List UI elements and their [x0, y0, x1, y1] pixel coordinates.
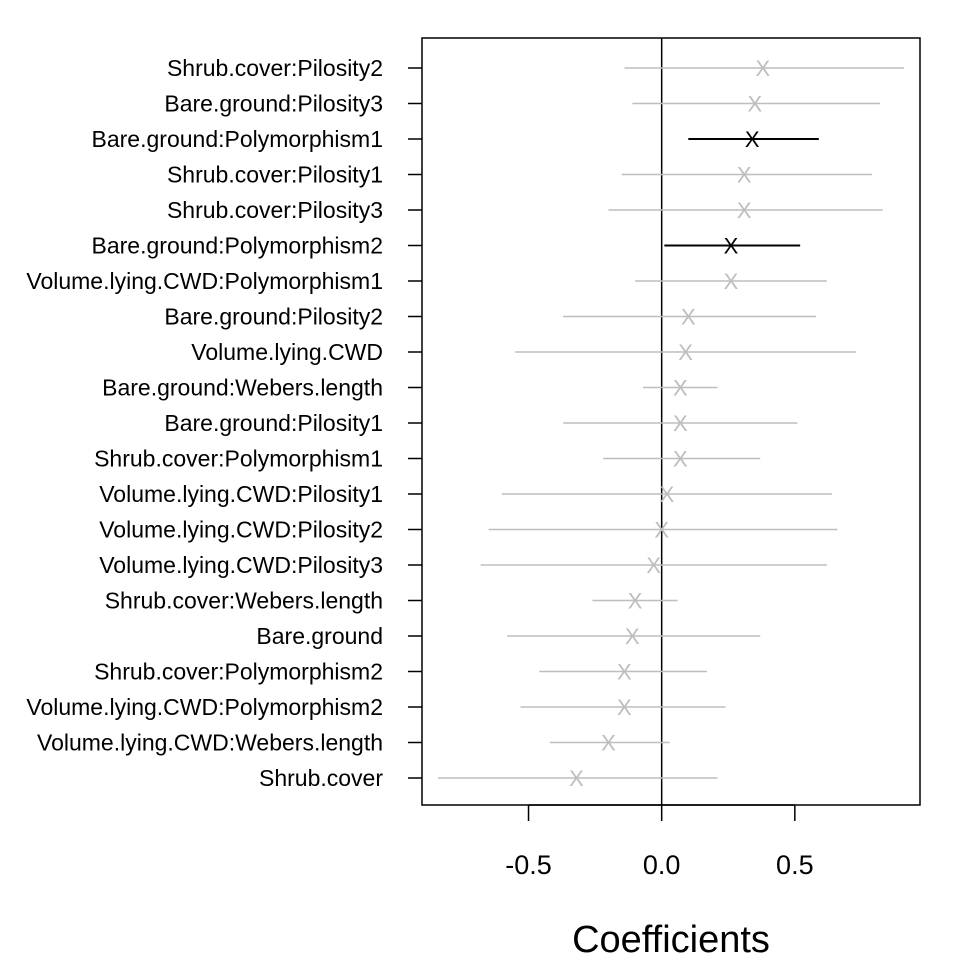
- estimate-marker: X: [625, 624, 640, 649]
- estimate-marker: X: [660, 482, 675, 507]
- x-tick-label: -0.5: [505, 850, 552, 880]
- x-tick-label: 0.0: [643, 850, 681, 880]
- estimate-marker: X: [628, 589, 643, 614]
- x-tick-label: 0.5: [776, 850, 814, 880]
- term-label: Volume.lying.CWD:Polymorphism2: [26, 694, 383, 720]
- estimate-marker: X: [654, 518, 669, 543]
- estimate-marker: X: [673, 376, 688, 401]
- estimate-marker: X: [756, 56, 771, 81]
- term-label: Shrub.cover:Pilosity1: [167, 162, 383, 188]
- estimate-marker: X: [737, 163, 752, 188]
- confidence-interval-group: [437, 67, 905, 779]
- estimate-marker: X: [748, 92, 763, 117]
- estimate-marker: X: [617, 695, 632, 720]
- term-label: Shrub.cover:Polymorphism2: [94, 659, 383, 685]
- term-label: Bare.ground:Webers.length: [102, 375, 383, 401]
- term-label: Bare.ground:Pilosity3: [164, 91, 383, 117]
- term-label: Shrub.cover:Polymorphism1: [94, 446, 383, 472]
- y-axis-group: Shrub.cover:Pilosity2 Bare.ground:Pilosit…: [26, 55, 422, 791]
- estimate-marker: X: [724, 269, 739, 294]
- estimate-marker: X: [673, 447, 688, 472]
- term-label: Volume.lying.CWD:Pilosity2: [99, 517, 383, 543]
- x-axis-group: -0.5 0.0 0.5: [505, 804, 814, 880]
- estimate-marker: X: [673, 411, 688, 436]
- plot-frame: [421, 37, 921, 806]
- estimate-marker: X: [681, 305, 696, 330]
- term-label: Shrub.cover:Webers.length: [105, 588, 383, 614]
- term-label: Bare.ground:Polymorphism1: [92, 126, 383, 152]
- x-axis-title: Coefficients: [572, 919, 770, 960]
- term-label: Volume.lying.CWD: [191, 339, 383, 365]
- term-label: Bare.ground: [256, 623, 383, 649]
- term-label: Bare.ground:Polymorphism2: [92, 233, 383, 259]
- term-label: Shrub.cover: [259, 765, 383, 791]
- term-label: Volume.lying.CWD:Webers.length: [37, 730, 383, 756]
- estimate-marker: X: [569, 766, 584, 791]
- term-label: Shrub.cover:Pilosity3: [167, 197, 383, 223]
- term-label: Volume.lying.CWD:Polymorphism1: [26, 268, 383, 294]
- estimate-marker: X: [724, 234, 739, 259]
- term-label: Bare.ground:Pilosity1: [164, 410, 383, 436]
- estimate-marker: X: [617, 660, 632, 685]
- estimate-marker: X: [646, 553, 661, 578]
- estimate-marker: X: [745, 127, 760, 152]
- estimate-marker: X: [678, 340, 693, 365]
- term-label: Volume.lying.CWD:Pilosity1: [99, 481, 383, 507]
- term-label: Bare.ground:Pilosity2: [164, 304, 383, 330]
- estimate-marker: X: [737, 198, 752, 223]
- term-label: Shrub.cover:Pilosity2: [167, 55, 383, 81]
- estimate-marker: X: [601, 731, 616, 756]
- term-label: Volume.lying.CWD:Pilosity3: [99, 552, 383, 578]
